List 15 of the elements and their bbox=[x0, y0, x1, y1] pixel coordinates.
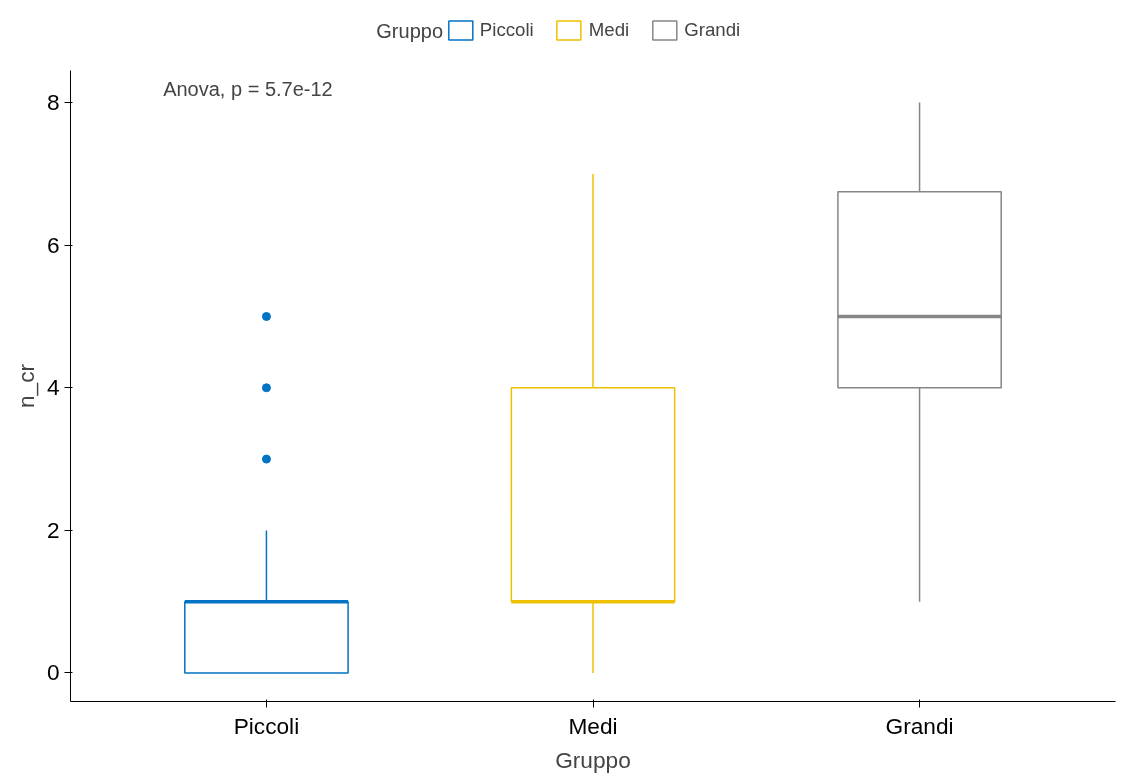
annotation: Anova, p = 5.7e-12 bbox=[163, 77, 333, 100]
y-tick-label: 8 bbox=[46, 89, 60, 116]
legend-title: Gruppo bbox=[376, 19, 444, 42]
legend-label: Medi bbox=[588, 19, 630, 41]
legend-label: Grandi bbox=[684, 19, 741, 41]
y-tick-label: 0 bbox=[46, 659, 60, 686]
y-tick-label: 6 bbox=[46, 231, 60, 258]
y-tick-label: 4 bbox=[46, 374, 60, 401]
x-axis-title: Gruppo bbox=[555, 746, 631, 773]
x-tick-label: Grandi bbox=[885, 712, 954, 739]
x-tick-label: Medi bbox=[568, 712, 618, 739]
x-tick-label: Piccoli bbox=[233, 712, 300, 739]
y-tick-label: 2 bbox=[46, 516, 60, 543]
legend-label: Piccoli bbox=[479, 19, 534, 41]
y-axis-title: n_cr bbox=[12, 363, 39, 409]
